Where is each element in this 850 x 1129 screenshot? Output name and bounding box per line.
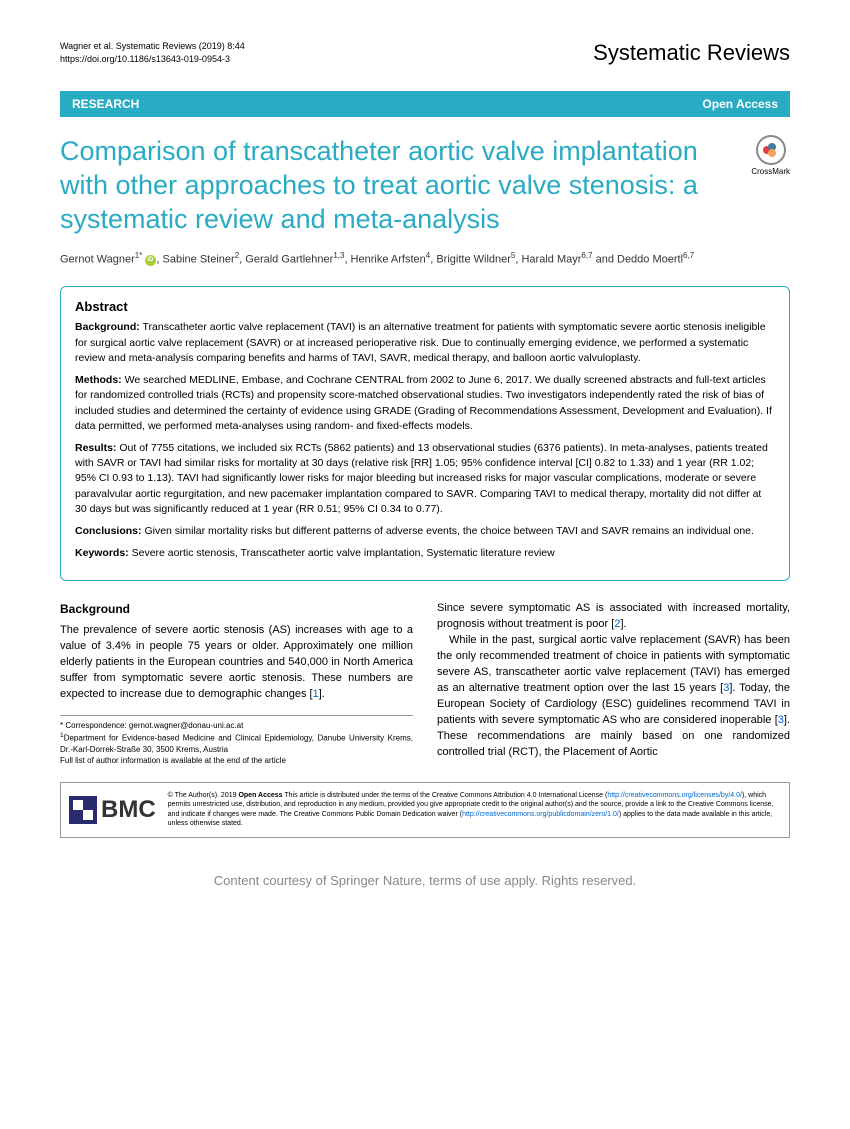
methods-text: We searched MEDLINE, Embase, and Cochran… [75, 374, 772, 432]
conclusions-label: Conclusions: [75, 525, 142, 537]
abstract-methods: Methods: We searched MEDLINE, Embase, an… [75, 373, 775, 434]
abstract-heading: Abstract [75, 299, 775, 314]
crossmark-badge[interactable]: CrossMark [751, 135, 790, 176]
keywords-text: Severe aortic stenosis, Transcatheter ao… [132, 547, 555, 559]
abstract-results: Results: Out of 7755 citations, we inclu… [75, 441, 775, 517]
keywords-label: Keywords: [75, 547, 129, 559]
license-text: © The Author(s). 2019 Open Access This a… [168, 791, 781, 829]
bmc-text: BMC [101, 796, 156, 824]
journal-title: Systematic Reviews [593, 40, 790, 66]
body-paragraph: The prevalence of severe aortic stenosis… [60, 623, 413, 703]
crossmark-icon [756, 135, 786, 165]
background-text: Transcatheter aortic valve replacement (… [75, 321, 766, 363]
correspondence-affiliation: 1Department for Evidence-based Medicine … [60, 731, 413, 755]
section-heading: Background [60, 601, 413, 618]
citation-line: Wagner et al. Systematic Reviews (2019) … [60, 40, 245, 53]
results-text: Out of 7755 citations, we included six R… [75, 442, 768, 515]
results-label: Results: [75, 442, 116, 454]
title-row: Comparison of transcatheter aortic valve… [60, 135, 790, 250]
body-paragraph: While in the past, surgical aortic valve… [437, 633, 790, 761]
research-label: RESEARCH [72, 97, 139, 111]
background-label: Background: [75, 321, 140, 333]
article-title: Comparison of transcatheter aortic valve… [60, 135, 736, 236]
right-column: Since severe symptomatic AS is associate… [437, 601, 790, 765]
bmc-icon [69, 796, 97, 824]
research-badge-bar: RESEARCH Open Access [60, 91, 790, 117]
conclusions-text: Given similar mortality risks but differ… [144, 525, 754, 537]
correspondence-email: * Correspondence: gernot.wagner@donau-un… [60, 720, 413, 731]
license-link[interactable]: http://creativecommons.org/publicdomain/… [462, 811, 619, 818]
citation-block: Wagner et al. Systematic Reviews (2019) … [60, 40, 245, 65]
correspondence-block: * Correspondence: gernot.wagner@donau-un… [60, 715, 413, 766]
author-list: Gernot Wagner1* , Sabine Steiner2, Geral… [60, 250, 790, 268]
abstract-box: Abstract Background: Transcatheter aorti… [60, 286, 790, 581]
open-access-label: Open Access [702, 97, 778, 111]
crossmark-label: CrossMark [751, 167, 790, 176]
body-columns: Background The prevalence of severe aort… [60, 601, 790, 765]
abstract-keywords: Keywords: Severe aortic stenosis, Transc… [75, 546, 775, 561]
license-box: BMC © The Author(s). 2019 Open Access Th… [60, 782, 790, 838]
footer-note: Content courtesy of Springer Nature, ter… [60, 873, 790, 888]
abstract-conclusions: Conclusions: Given similar mortality ris… [75, 524, 775, 539]
methods-label: Methods: [75, 374, 122, 386]
page-header: Wagner et al. Systematic Reviews (2019) … [60, 40, 790, 66]
abstract-background: Background: Transcatheter aortic valve r… [75, 320, 775, 366]
left-column: Background The prevalence of severe aort… [60, 601, 413, 765]
license-link[interactable]: http://creativecommons.org/licenses/by/4… [607, 792, 742, 799]
body-paragraph: Since severe symptomatic AS is associate… [437, 601, 790, 633]
bmc-logo: BMC [69, 791, 156, 829]
article-page: Wagner et al. Systematic Reviews (2019) … [0, 0, 850, 908]
doi-line: https://doi.org/10.1186/s13643-019-0954-… [60, 53, 245, 66]
correspondence-note: Full list of author information is avail… [60, 755, 413, 766]
